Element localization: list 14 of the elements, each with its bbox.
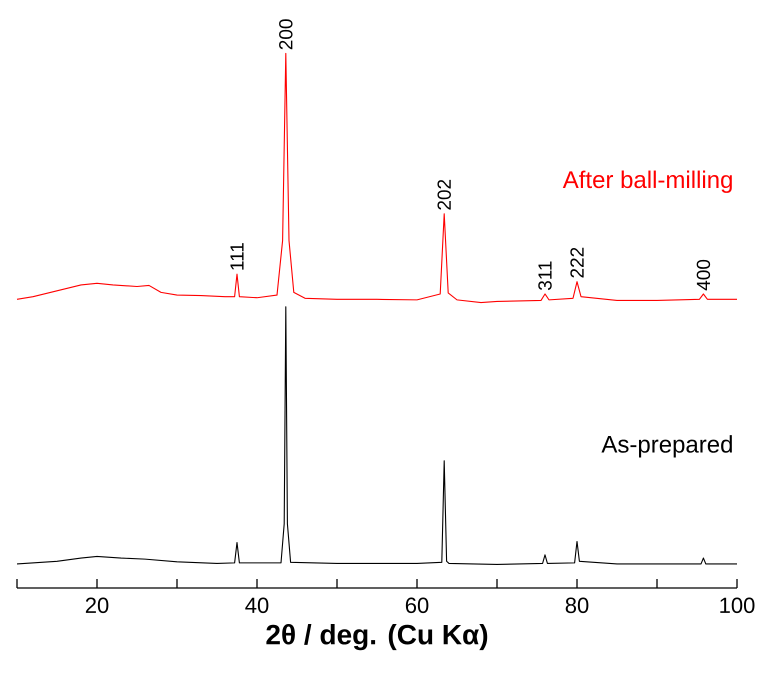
- annotation: 200: [279, 19, 293, 50]
- text: After ball-milling: [562, 170, 732, 193]
- x-tick-label: 100: [720, 598, 754, 614]
- text: As-prepared: [601, 435, 732, 458]
- x-tick-label: 60: [406, 598, 428, 614]
- x-axis-title: 2θ / deg. (Cu Kα): [266, 624, 488, 650]
- annotation: 311: [538, 261, 552, 290]
- x-tick-label: 20: [86, 598, 108, 614]
- annotation: 111: [230, 243, 244, 270]
- annotation: 222: [570, 248, 584, 278]
- x-tick-label: 40: [245, 598, 268, 614]
- x-tick-label: 80: [566, 598, 588, 614]
- annotation: 202: [437, 180, 451, 210]
- annotation: 400: [696, 260, 710, 290]
